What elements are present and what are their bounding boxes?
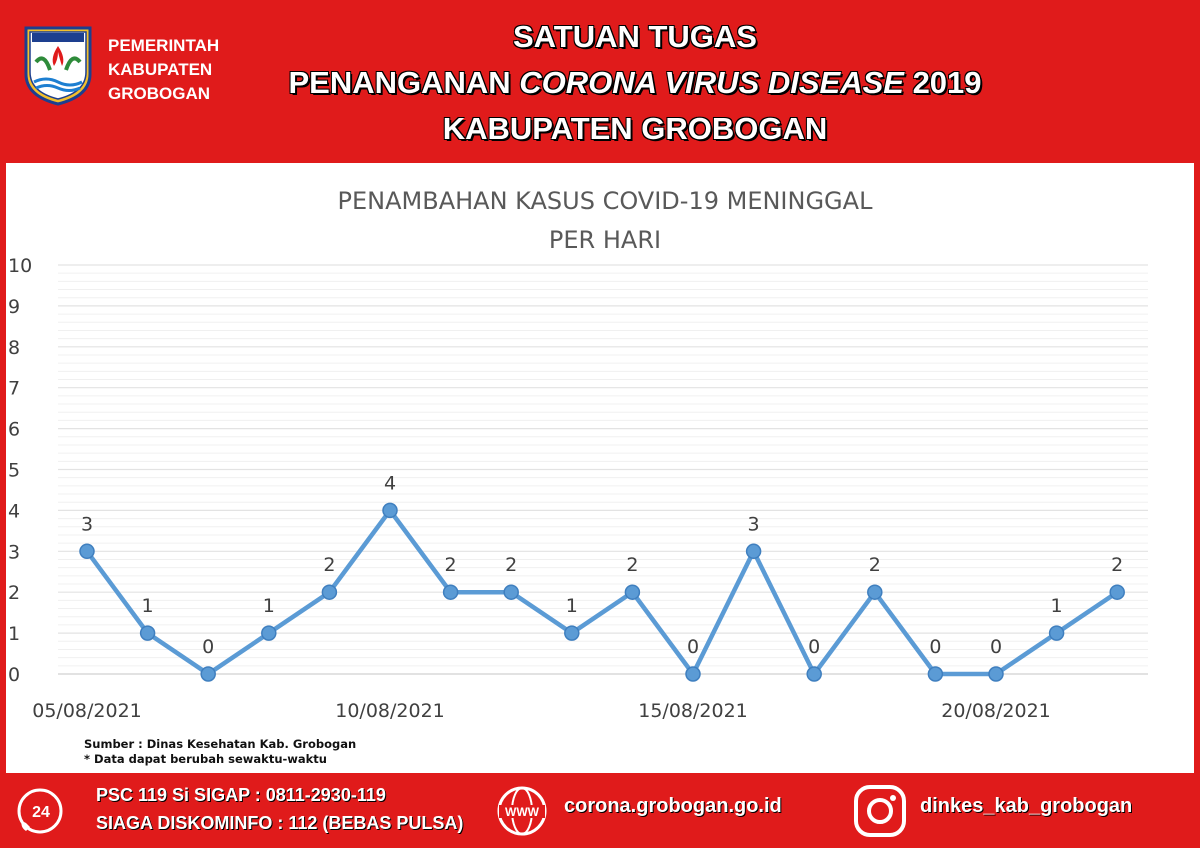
- kabupaten-grobogan-emblem-icon: [24, 26, 92, 106]
- data-point: [442, 584, 459, 600]
- source-line-1: Sumber : Dinas Kesehatan Kab. Grobogan: [84, 737, 357, 751]
- data-label: 2: [323, 554, 335, 576]
- x-tick-label: 10/08/2021: [335, 700, 445, 722]
- data-point: [139, 625, 156, 641]
- banner-title: SATUAN TUGAS PENANGANAN CORONA VIRUS DIS…: [230, 14, 1040, 152]
- y-tick-label: 6: [8, 419, 20, 441]
- data-label: 1: [566, 595, 578, 617]
- banner-title-line-2-prefix: PENANGANAN: [288, 65, 520, 100]
- data-point: [867, 584, 883, 600]
- instagram-icon: [854, 785, 906, 837]
- data-label: 0: [808, 636, 820, 658]
- y-tick-label: 7: [8, 378, 20, 400]
- chart-title-line-1: PENAMBAHAN KASUS COVID-19 MENINGGAL: [338, 187, 874, 215]
- data-point: [1048, 625, 1065, 641]
- data-point: [382, 502, 398, 519]
- svg-text:24: 24: [32, 804, 50, 821]
- data-label: 1: [142, 595, 154, 617]
- x-tick-label: 15/08/2021: [638, 700, 748, 722]
- y-tick-label: 4: [8, 500, 20, 522]
- gridlines: [58, 264, 1148, 675]
- source-line-2: * Data dapat berubah sewaktu-waktu: [84, 752, 327, 766]
- data-label: 3: [748, 513, 760, 535]
- y-tick-label: 10: [8, 255, 32, 277]
- x-tick-label: 20/08/2021: [941, 700, 1051, 722]
- data-label: 0: [202, 636, 214, 658]
- banner-title-line-1: SATUAN TUGAS: [513, 19, 757, 54]
- organization-name: PEMERINTAH KABUPATEN GROBOGAN: [108, 34, 219, 106]
- line-chart: PENAMBAHAN KASUS COVID-19 MENINGGAL PER …: [8, 187, 1148, 722]
- contact-info: PSC 119 Si SIGAP : 0811-2930-119 SIAGA D…: [96, 781, 463, 837]
- data-point: [261, 625, 277, 641]
- data-label: 2: [445, 554, 457, 576]
- x-axis-ticks: 05/08/2021 10/08/2021 15/08/2021 20/08/2021: [32, 700, 1051, 722]
- y-tick-label: 8: [8, 337, 20, 359]
- instagram-handle[interactable]: dinkes_kab_grobogan: [920, 795, 1133, 817]
- phone-24-icon: 24: [17, 788, 63, 834]
- data-point: [200, 666, 216, 682]
- data-points: [79, 502, 1125, 682]
- data-point: [988, 666, 1004, 682]
- banner-title-line-3: KABUPATEN GROBOGAN: [442, 111, 828, 146]
- org-line-3: GROBOGAN: [108, 84, 210, 103]
- website-link[interactable]: corona.grobogan.go.id: [564, 795, 782, 817]
- data-point: [806, 666, 822, 682]
- y-tick-label: 1: [8, 623, 20, 645]
- data-label: 0: [687, 636, 699, 658]
- series-line-group: [85, 508, 1119, 677]
- data-point: [927, 666, 944, 682]
- org-line-1: PEMERINTAH: [108, 36, 220, 55]
- contact-line-1: PSC 119 Si SIGAP : 0811-2930-119: [96, 785, 386, 805]
- x-tick-label: 05/08/2021: [32, 700, 142, 722]
- y-tick-label: 9: [8, 296, 20, 318]
- data-label: 0: [929, 636, 941, 658]
- banner-title-line-2-italic: CORONA VIRUS DISEASE: [519, 65, 904, 100]
- y-tick-label: 3: [8, 541, 20, 563]
- y-axis-ticks: 0 1 2 3 4 5 6 7 8 9 10: [8, 255, 32, 686]
- data-labels: 3 1 0 1 2 4 2 2 1 2 0 3 0 2 0 0 1 2: [81, 472, 1123, 658]
- data-label: 0: [990, 636, 1002, 658]
- data-label: 3: [81, 513, 93, 535]
- banner-title-line-2: PENANGANAN CORONA VIRUS DISEASE 2019: [230, 60, 1040, 106]
- svg-text:WWW: WWW: [505, 805, 540, 819]
- banner-title-line-2-suffix: 2019: [903, 65, 982, 100]
- data-point: [564, 625, 580, 641]
- data-label: 1: [263, 595, 275, 617]
- data-label: 4: [384, 472, 396, 494]
- y-tick-label: 0: [8, 664, 20, 686]
- y-tick-label: 5: [8, 460, 20, 482]
- data-label: 1: [1051, 595, 1063, 617]
- data-label: 2: [869, 554, 881, 576]
- data-point: [1109, 584, 1125, 600]
- data-point: [624, 584, 641, 600]
- footer-banner: 24 PSC 119 Si SIGAP : 0811-2930-119 SIAG…: [0, 773, 1200, 848]
- data-label: 2: [626, 554, 638, 576]
- data-point: [503, 584, 519, 600]
- data-label: 2: [1111, 554, 1123, 576]
- www-globe-icon: WWW: [497, 786, 547, 836]
- data-point: [745, 543, 762, 560]
- org-line-2: KABUPATEN: [108, 60, 213, 79]
- data-point: [79, 543, 95, 560]
- series-line: [85, 508, 1119, 677]
- source-note: Sumber : Dinas Kesehatan Kab. Grobogan *…: [84, 737, 356, 767]
- header-banner: PEMERINTAH KABUPATEN GROBOGAN SATUAN TUG…: [0, 0, 1200, 163]
- contact-line-2: SIAGA DISKOMINFO : 112 (BEBAS PULSA): [96, 813, 464, 833]
- data-label: 2: [505, 554, 517, 576]
- data-point: [321, 584, 338, 600]
- chart-title-line-2: PER HARI: [549, 226, 661, 254]
- y-tick-label: 2: [8, 582, 20, 604]
- data-point: [685, 666, 701, 682]
